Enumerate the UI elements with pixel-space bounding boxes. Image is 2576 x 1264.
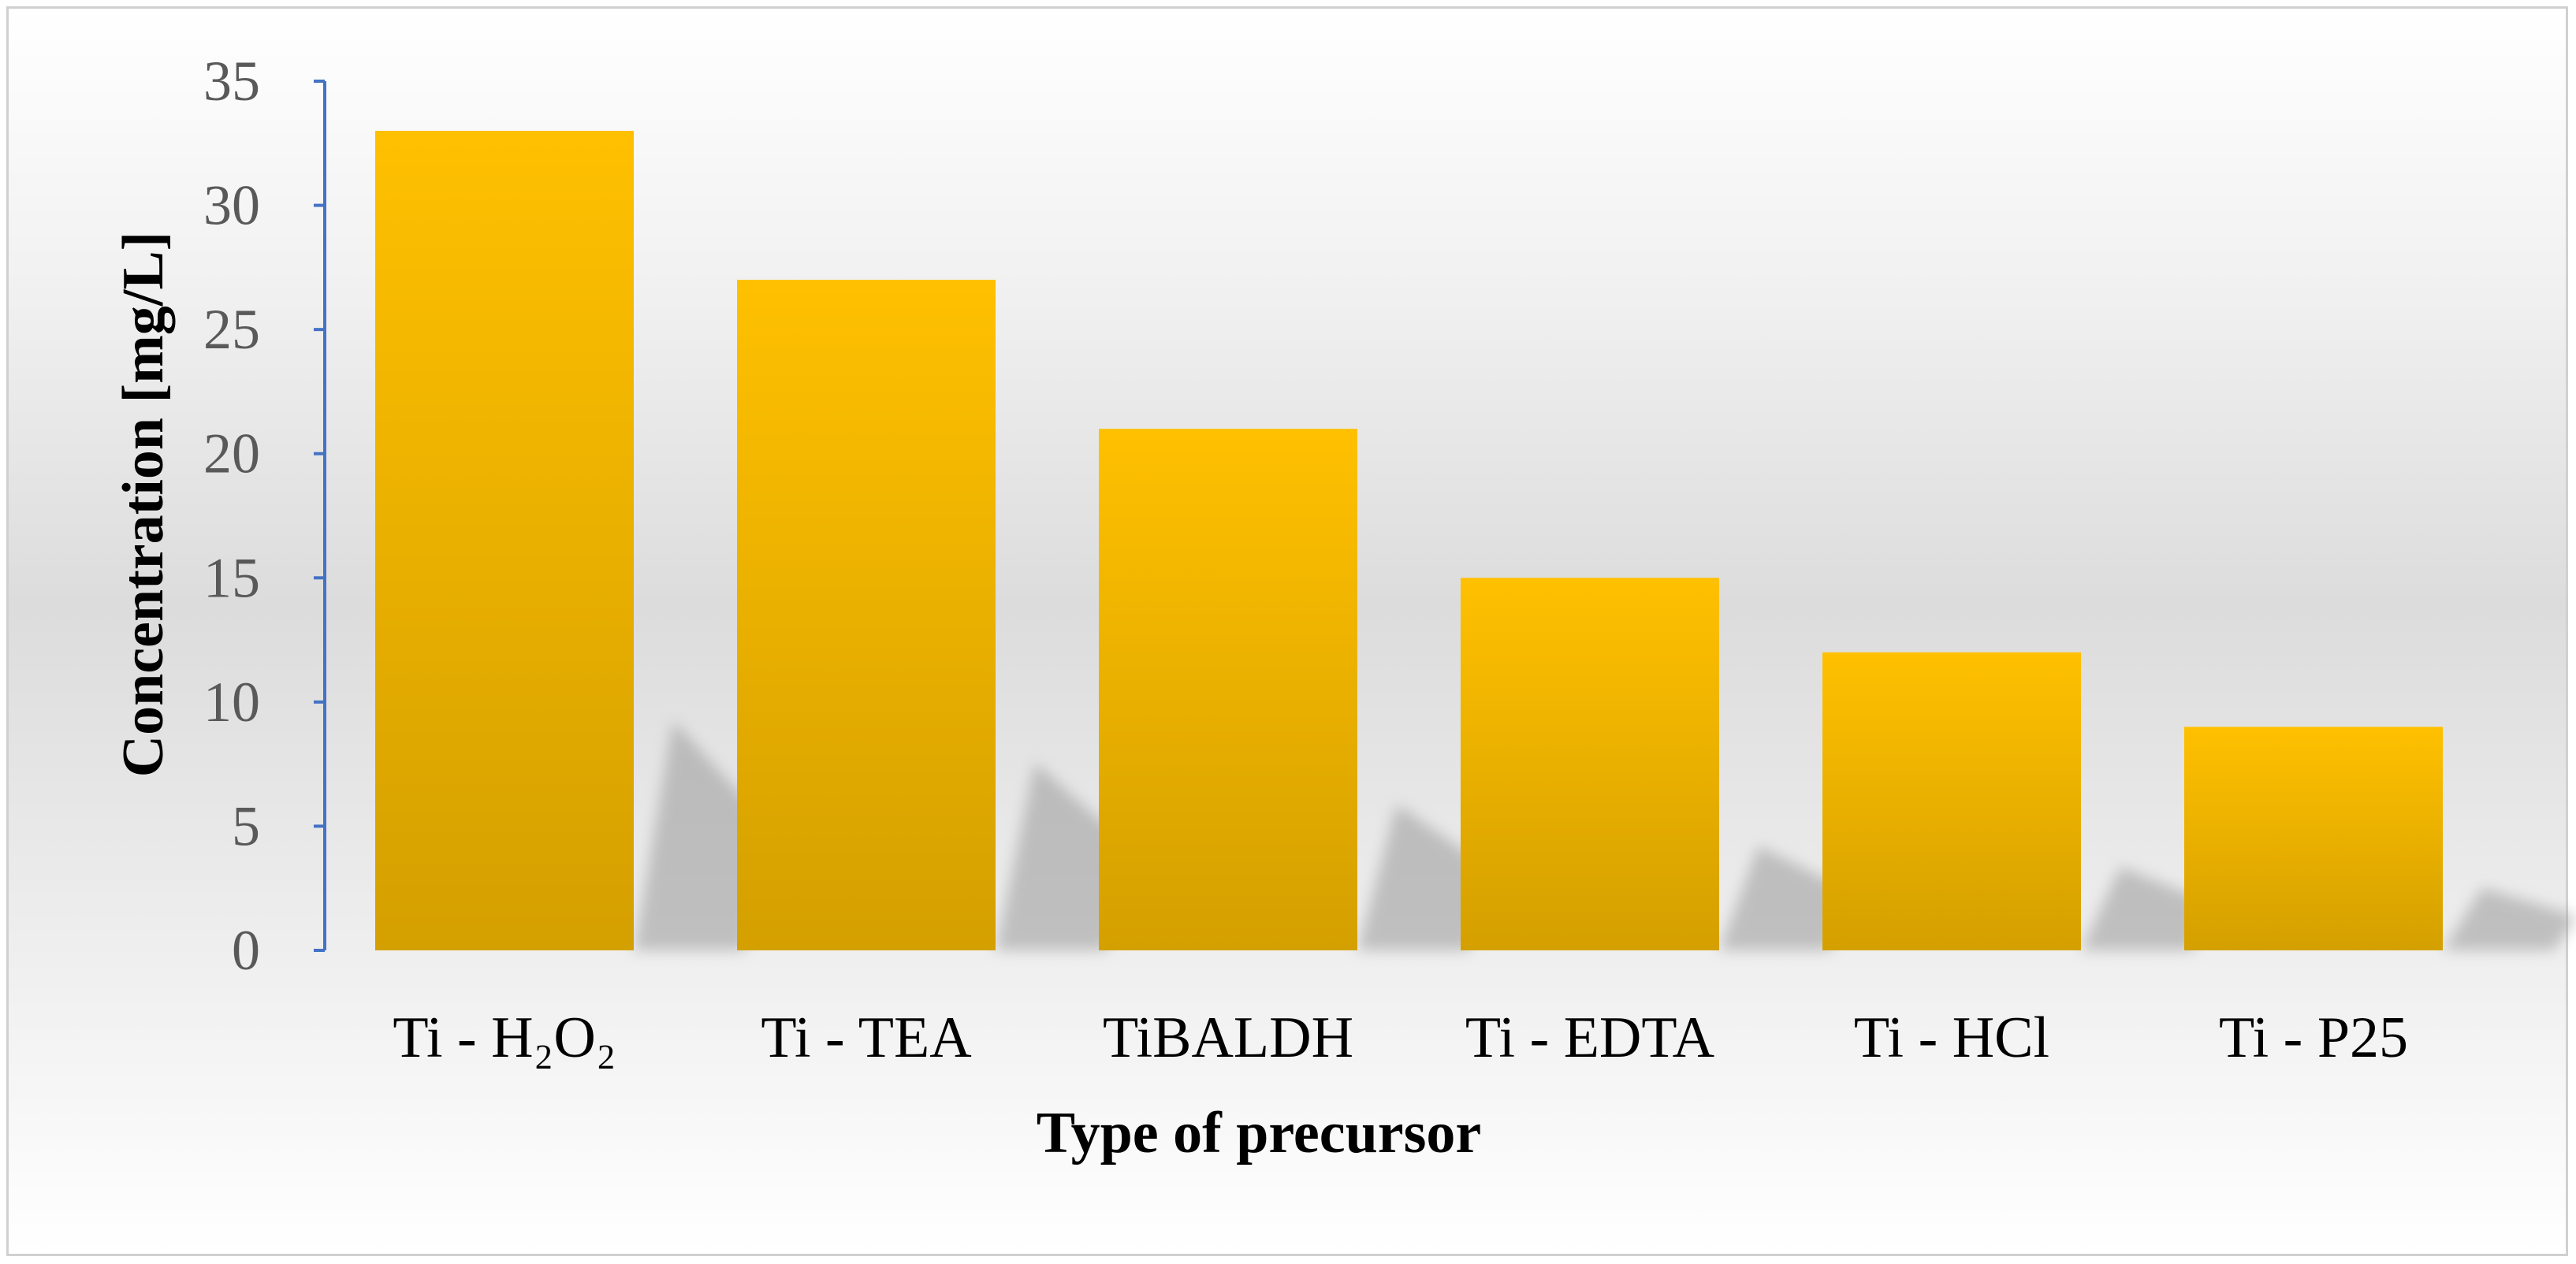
y-tick-label: 0 (232, 919, 260, 982)
bar-shadow (634, 720, 769, 950)
y-axis-title: Concentration [mg/L] (111, 232, 176, 778)
x-tick-label: Ti - EDTA (1465, 1006, 1714, 1070)
y-tick-label: 15 (203, 546, 260, 609)
y-tick-label: 35 (203, 50, 260, 113)
bar (737, 280, 996, 951)
bar (1822, 652, 2081, 950)
bar-shadow (1357, 804, 1492, 950)
y-tick-label: 10 (203, 671, 260, 734)
bar-shadow (2443, 887, 2576, 950)
y-tick-label: 5 (232, 794, 260, 857)
x-tick-label: Ti - TEA (761, 1006, 971, 1070)
bar (375, 131, 634, 950)
bars (375, 131, 2443, 951)
x-axis-title: Type of precursor (1037, 1101, 1482, 1165)
bar (1099, 429, 1357, 950)
x-tick-label: Ti - P25 (2219, 1006, 2408, 1070)
x-tick-label: Ti - HCl (1854, 1006, 2049, 1070)
x-tick-label: TiBALDH (1103, 1006, 1353, 1070)
bar (1461, 578, 1719, 950)
y-tick-label: 25 (203, 298, 260, 361)
axis-labels: Ti - H₂O₂ Ti - TEA TiBALDH Ti - EDTA Ti - HC… (203, 50, 2408, 1070)
bar (2184, 727, 2443, 950)
y-tick-label: 30 (203, 174, 260, 237)
bar-shadow (1719, 846, 1854, 950)
y-tick-label: 20 (203, 422, 260, 485)
x-tick-label: Ti - H₂O₂ (393, 1006, 616, 1070)
y-axis (314, 80, 326, 952)
bar-shadow (2081, 867, 2216, 950)
bar-shadow (996, 762, 1130, 950)
bar-shadows (634, 720, 2576, 950)
